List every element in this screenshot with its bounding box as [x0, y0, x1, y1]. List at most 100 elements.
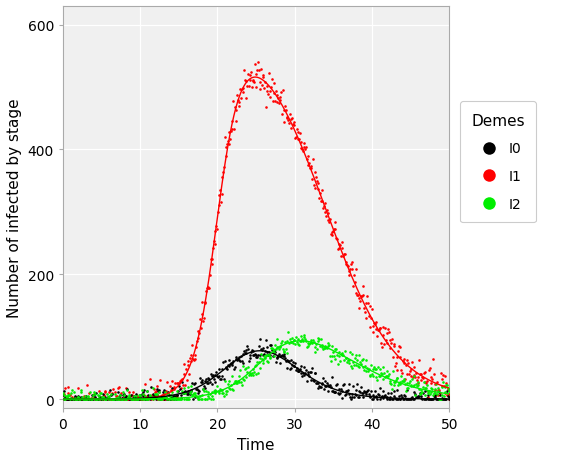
Point: [211, 388, 221, 395]
Point: [418, 389, 427, 396]
Point: [287, 334, 297, 341]
Point: [313, 338, 322, 345]
Point: [400, 375, 410, 383]
Point: [301, 144, 310, 151]
Point: [382, 368, 391, 375]
Point: [110, 396, 119, 403]
Point: [111, 393, 120, 400]
Point: [357, 293, 366, 300]
Point: [429, 370, 438, 378]
Point: [359, 305, 369, 312]
Point: [278, 345, 287, 353]
Point: [427, 396, 436, 403]
Point: [91, 391, 100, 398]
Point: [346, 396, 355, 403]
Point: [396, 343, 405, 350]
Point: [297, 362, 306, 369]
Point: [355, 364, 364, 371]
Point: [209, 245, 218, 252]
Point: [345, 391, 354, 398]
Point: [139, 391, 148, 398]
Point: [420, 396, 430, 403]
Point: [319, 374, 328, 381]
Point: [122, 384, 131, 392]
Point: [98, 396, 108, 403]
Point: [420, 369, 429, 376]
Point: [382, 330, 391, 337]
Point: [364, 390, 373, 397]
Point: [372, 373, 381, 381]
Point: [292, 126, 301, 134]
Point: [353, 357, 362, 364]
Point: [328, 353, 337, 360]
Point: [302, 344, 312, 351]
Point: [197, 396, 206, 403]
Point: [71, 396, 80, 403]
Point: [162, 396, 171, 403]
Point: [355, 387, 364, 395]
Point: [222, 388, 231, 395]
Point: [397, 392, 406, 399]
Point: [168, 396, 177, 403]
Point: [59, 387, 69, 395]
Point: [306, 165, 315, 173]
Point: [406, 394, 415, 401]
Point: [179, 390, 188, 397]
Point: [219, 392, 229, 399]
Point: [244, 371, 253, 379]
Point: [75, 396, 85, 403]
Point: [204, 395, 214, 402]
Point: [440, 396, 449, 403]
Point: [146, 393, 155, 401]
Point: [65, 392, 74, 399]
Point: [335, 385, 344, 392]
Point: [411, 369, 420, 377]
Point: [290, 363, 299, 370]
Point: [444, 391, 453, 398]
Point: [204, 285, 213, 292]
Point: [207, 380, 216, 387]
Point: [226, 386, 235, 393]
Point: [139, 396, 149, 403]
Point: [420, 379, 430, 386]
Point: [244, 83, 253, 90]
Point: [302, 378, 312, 385]
Point: [182, 396, 191, 403]
Point: [251, 61, 260, 68]
Point: [119, 392, 128, 399]
Point: [160, 391, 169, 398]
Point: [127, 396, 137, 403]
Point: [222, 387, 232, 395]
Point: [126, 396, 135, 403]
Point: [328, 348, 338, 355]
Point: [249, 365, 258, 373]
Point: [208, 261, 217, 268]
Point: [299, 140, 308, 147]
Point: [380, 341, 389, 348]
Point: [411, 381, 420, 388]
Point: [245, 77, 254, 84]
Point: [434, 392, 443, 399]
Point: [435, 389, 444, 396]
Point: [378, 324, 387, 331]
Point: [125, 388, 134, 396]
Point: [258, 360, 267, 367]
Point: [378, 363, 387, 370]
Point: [316, 384, 325, 391]
Point: [304, 369, 313, 376]
Point: [175, 380, 184, 387]
Point: [442, 381, 452, 388]
Point: [67, 396, 76, 403]
Point: [194, 327, 203, 335]
Point: [213, 382, 222, 390]
Point: [128, 396, 137, 403]
Point: [177, 375, 187, 382]
Point: [354, 352, 363, 359]
Point: [173, 379, 182, 386]
Point: [407, 358, 416, 366]
Point: [248, 371, 257, 379]
Point: [319, 344, 328, 352]
Point: [384, 390, 393, 397]
Point: [70, 392, 79, 400]
Point: [362, 356, 371, 364]
